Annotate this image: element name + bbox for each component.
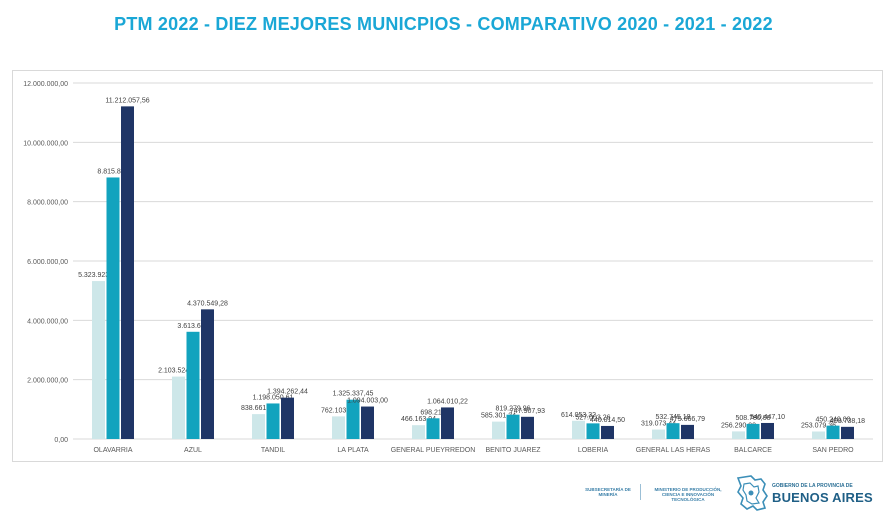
- data-label: 256.290,90: [721, 422, 756, 429]
- data-label: 762.103,58: [321, 407, 356, 414]
- data-label: 1.325.337,45: [333, 391, 374, 398]
- bar: [106, 177, 120, 439]
- bar: [92, 281, 105, 439]
- data-label: 614.053,32: [561, 412, 596, 419]
- data-label: 8.815.848: [97, 168, 128, 175]
- data-label: 450.240,00: [815, 417, 850, 424]
- bar: [266, 403, 280, 439]
- bar: [521, 416, 534, 439]
- bar: [361, 406, 374, 439]
- y-tick-label: 6.000.000,00: [27, 259, 68, 266]
- x-tick-label: BALCARCE: [734, 447, 772, 454]
- bar: [601, 425, 614, 439]
- data-label: 5.323.923,12: [78, 272, 119, 279]
- y-tick-label: 0,00: [54, 437, 68, 444]
- data-label: 508.780,00: [735, 415, 770, 422]
- bar: [492, 421, 505, 439]
- x-tick-label: BENITO JUAREZ: [485, 447, 541, 454]
- bar-chart: 0,00 2.000.000,00 4.000.000,00 6.000.000,00…: [23, 81, 873, 454]
- footer-divider: [640, 484, 641, 500]
- bar: [732, 431, 745, 439]
- x-tick-label: TANDIL: [261, 447, 285, 454]
- chart-container: 0,00 2.000.000,00 4.000.000,00 6.000.000,00…: [12, 70, 883, 462]
- data-label: 11.212.057,56: [105, 97, 149, 104]
- data-label: 747.907,93: [510, 408, 545, 415]
- bar: [346, 399, 360, 439]
- data-label: 1.064.010,22: [427, 398, 468, 405]
- x-tick-label: LOBERIA: [578, 447, 609, 454]
- data-label: 838.661,84: [241, 405, 276, 412]
- x-tick-label: OLAVARRIA: [93, 447, 132, 454]
- data-label: 253.079,36: [801, 422, 836, 429]
- x-tick-label: GENERAL LAS HERAS: [636, 447, 711, 454]
- data-label: 527.003,26: [575, 414, 610, 421]
- bar: [666, 423, 680, 439]
- y-tick-label: 12.000.000,00: [23, 81, 68, 88]
- x-tick-label: AZUL: [184, 447, 202, 454]
- bar: [172, 376, 185, 439]
- bar: [572, 420, 585, 439]
- footer-logos: SUBSECRETARÍA DE MINERÍA MINISTERIO DE P…: [570, 470, 880, 518]
- y-tick-label: 10.000.000,00: [23, 140, 68, 147]
- bar: [412, 425, 425, 439]
- bar: [586, 423, 600, 439]
- data-label: 466.163,94: [401, 416, 436, 423]
- bar: [506, 414, 520, 439]
- province-logo-icon: [736, 475, 768, 511]
- bar: [201, 309, 214, 439]
- gobierno-label: GOBIERNO DE LA PROVINCIA DE: [772, 483, 853, 489]
- bar: [652, 429, 665, 439]
- data-label: 2.103.524,41: [158, 368, 199, 375]
- y-tick-label: 2.000.000,00: [27, 378, 68, 385]
- ministerio-label: MINISTERIO DE PRODUCCIÓN, CIENCIA E INNO…: [654, 487, 722, 502]
- data-label: 3.613.690: [177, 323, 208, 330]
- subsecretaria-label: SUBSECRETARÍA DE MINERÍA: [585, 487, 631, 497]
- y-tick-label: 8.000.000,00: [27, 200, 68, 207]
- data-label: 585.301,34: [481, 413, 516, 420]
- page-title: PTM 2022 - DIEZ MEJORES MUNICPIOS - COMP…: [114, 14, 773, 34]
- data-label: 1.094.003,00: [347, 398, 388, 405]
- bar: [681, 424, 694, 439]
- bar: [121, 106, 134, 440]
- bar: [332, 416, 345, 439]
- buenos-aires-label: BUENOS AIRES: [772, 490, 873, 505]
- bar: [812, 431, 825, 439]
- data-label: 1.394.262,44: [267, 389, 308, 396]
- data-label: 819.279,96: [495, 406, 530, 413]
- data-label: 475.666,79: [670, 416, 705, 423]
- y-tick-label: 4.000.000,00: [27, 318, 68, 325]
- x-tick-label: GENERAL PUEYRREDON: [391, 447, 476, 454]
- data-label: 698.214: [420, 409, 445, 416]
- bar: [841, 426, 854, 439]
- bar: [441, 407, 454, 439]
- data-label: 540.447,10: [750, 414, 785, 421]
- x-tick-label: SAN PEDRO: [812, 447, 854, 454]
- x-tick-label: LA PLATA: [337, 447, 369, 454]
- bar: [746, 423, 760, 439]
- bar: [426, 418, 440, 439]
- data-label: 319.073,44: [641, 421, 676, 428]
- data-label: 532.745,18: [655, 414, 690, 421]
- data-label: 4.370.549,28: [187, 300, 228, 307]
- data-label: 409.738,18: [830, 418, 865, 425]
- data-label: 1.198.050,61: [253, 394, 294, 401]
- bar: [186, 331, 200, 439]
- data-label: 440.014,50: [590, 417, 625, 424]
- bar: [761, 422, 774, 439]
- bar: [826, 425, 840, 439]
- bar: [252, 414, 265, 439]
- bar: [281, 397, 294, 439]
